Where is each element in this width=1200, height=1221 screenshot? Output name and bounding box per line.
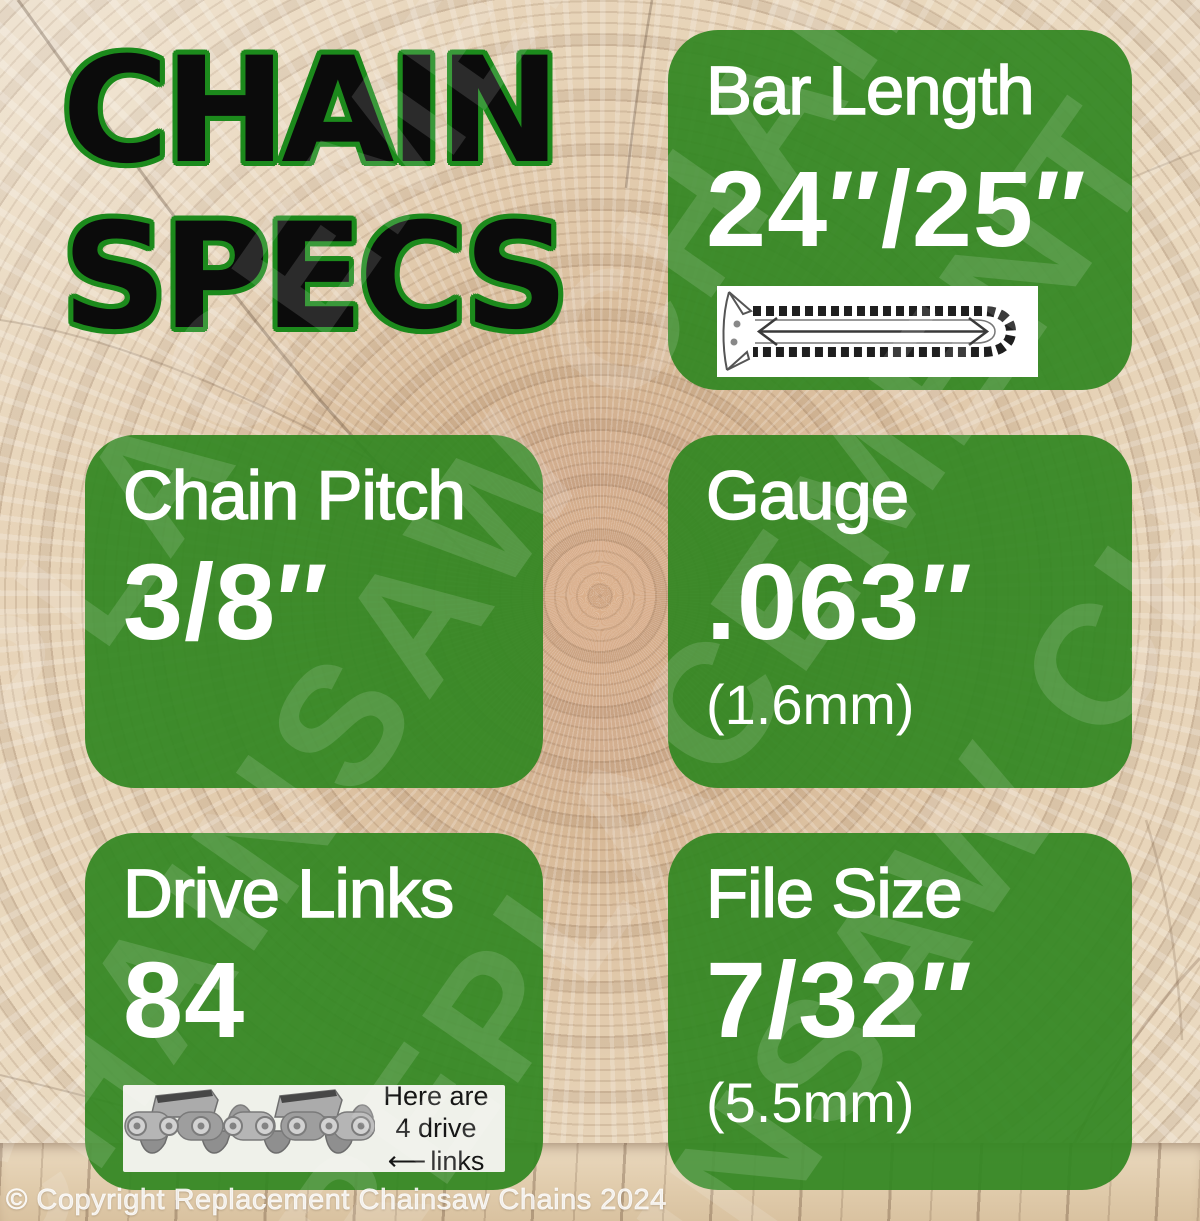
spec-card-drive-links: Drive Links 84: [85, 833, 543, 1190]
chain-loop: [753, 306, 1017, 357]
spec-card-gauge: Gauge .063″ (1.6mm): [668, 435, 1132, 788]
gauge-label: Gauge: [705, 456, 910, 534]
chain-pitch-label: Chain Pitch: [122, 456, 466, 534]
spec-card-bar-length: Bar Length 24″/25″: [668, 30, 1132, 390]
title-line-1: CHAIN: [62, 26, 561, 196]
gauge-metric-value: (1.6mm): [706, 673, 915, 737]
callout-line-3-text: links: [430, 1145, 485, 1176]
chain-links-diagram: [124, 1089, 375, 1154]
spec-card-file-size: File Size 7/32″ (5.5mm): [668, 833, 1132, 1190]
guide-bar-diagram: [717, 286, 1038, 377]
bar-and-chain-illustration: [717, 286, 1038, 377]
title-line-2: SPECS: [62, 192, 569, 363]
bar-length-label: Bar Length: [705, 51, 1035, 129]
gauge-value: .063″: [706, 540, 973, 662]
copyright-notice: © Copyright Replacement Chainsaw Chains …: [6, 1184, 667, 1217]
callout-line-1: Here are: [383, 1080, 489, 1111]
bar-tail-mount: [722, 291, 753, 371]
file-size-metric-value: (5.5mm): [706, 1071, 915, 1135]
file-size-label: File Size: [705, 854, 963, 932]
callout-line-3: ⟵ links: [375, 1145, 497, 1177]
spec-card-chain-pitch: Chain Pitch 3/8″: [85, 435, 543, 788]
drive-links-label: Drive Links: [122, 854, 455, 932]
arrow-left-icon: ⟵: [387, 1145, 427, 1176]
file-size-value: 7/32″: [706, 938, 973, 1060]
rivets: [127, 1116, 371, 1136]
callout-line-2: 4 drive: [395, 1113, 477, 1144]
chain-pitch-value: 3/8″: [123, 540, 329, 662]
chain-closeup-illustration: Here are 4 drive ⟵ links: [123, 1081, 505, 1176]
drive-links-callout: Here are 4 drive ⟵ links: [375, 1080, 505, 1177]
drive-links-value: 84: [123, 938, 246, 1060]
double-arrow-icon: [756, 317, 990, 346]
page-title: CHAIN SPECS: [62, 26, 569, 363]
bar-length-value: 24″/25″: [706, 147, 1087, 269]
